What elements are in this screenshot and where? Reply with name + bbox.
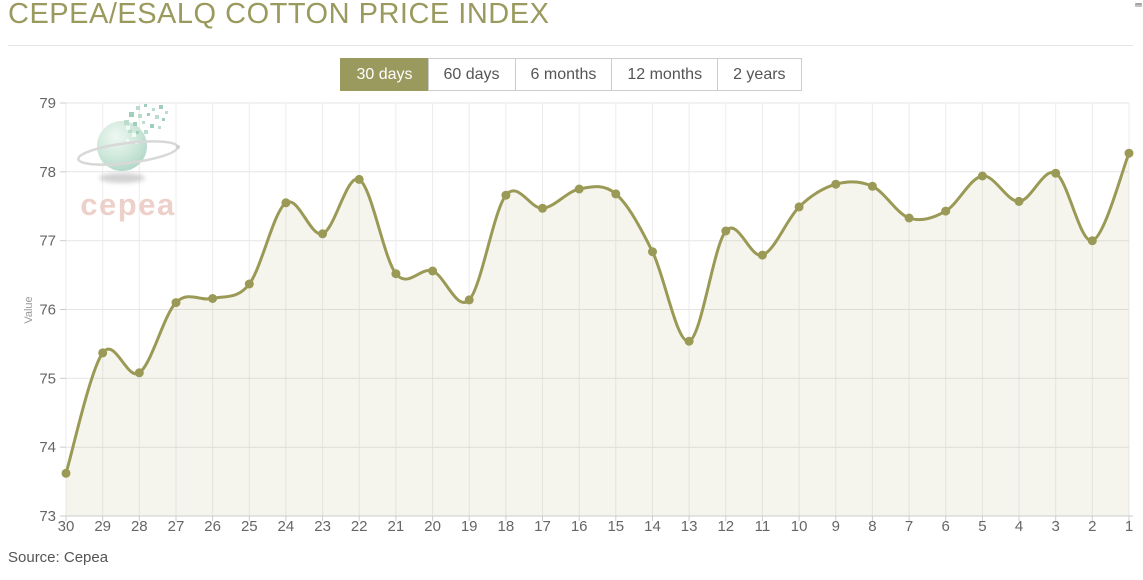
data-point-marker[interactable] <box>428 266 438 276</box>
data-point-marker[interactable] <box>684 336 694 346</box>
data-point-marker[interactable] <box>867 181 877 191</box>
data-point-marker[interactable] <box>391 269 401 279</box>
data-point-marker[interactable] <box>831 179 841 189</box>
data-point-marker[interactable] <box>281 198 291 208</box>
x-axis-label: 4 <box>1015 518 1023 535</box>
data-point-marker[interactable] <box>464 295 474 305</box>
data-point-marker[interactable] <box>904 213 914 223</box>
x-axis-label: 16 <box>571 518 588 535</box>
x-axis-label: 25 <box>241 518 258 535</box>
data-point-marker[interactable] <box>208 294 218 303</box>
data-point-marker[interactable] <box>244 279 254 289</box>
x-axis-label: 26 <box>204 518 221 535</box>
y-axis-label: 79 <box>39 95 56 112</box>
data-point-marker[interactable] <box>1014 196 1024 206</box>
data-point-marker[interactable] <box>171 298 181 308</box>
globe-icon <box>97 104 168 171</box>
title-divider <box>8 45 1133 46</box>
data-point-marker[interactable] <box>1051 168 1061 178</box>
x-axis-label: 17 <box>534 518 551 535</box>
page-title: CEPEA/ESALQ COTTON PRICE INDEX <box>8 0 550 30</box>
x-axis-label: 19 <box>461 518 478 535</box>
area-fill <box>66 153 1129 516</box>
source-note: Source: Cepea <box>8 549 109 566</box>
x-axis-label: 22 <box>351 518 368 535</box>
data-point-marker[interactable] <box>354 174 364 184</box>
corner-artifact <box>1135 1 1142 7</box>
globe-swoosh <box>77 140 180 166</box>
data-point-marker[interactable] <box>1087 236 1097 246</box>
cepea-logo-watermark: cepea <box>77 104 180 222</box>
tab-6-months[interactable]: 6 months <box>514 58 613 91</box>
data-point-marker[interactable] <box>977 171 987 181</box>
y-axis-label: 73 <box>39 508 56 525</box>
data-point-marker[interactable] <box>941 206 951 216</box>
data-point-marker[interactable] <box>134 368 144 378</box>
logo-text: cepea <box>80 187 175 222</box>
y-axis-label: 77 <box>39 233 56 250</box>
tab-12-months[interactable]: 12 months <box>611 58 719 91</box>
period-tabs: 30 days 60 days 6 months 12 months 2 yea… <box>0 58 1143 91</box>
x-axis-label: 30 <box>58 518 75 535</box>
x-axis-label: 27 <box>168 518 185 535</box>
tab-30-days[interactable]: 30 days <box>340 58 429 91</box>
x-axis-label: 10 <box>791 518 808 535</box>
x-axis-label: 5 <box>978 518 986 535</box>
x-axis-label: 1 <box>1125 518 1133 535</box>
data-point-marker[interactable] <box>611 189 621 199</box>
x-axis-label: 9 <box>832 518 840 535</box>
y-axis-label: 75 <box>39 370 56 387</box>
data-point-marker[interactable] <box>757 250 767 260</box>
x-axis-label: 2 <box>1088 518 1096 535</box>
x-axis-label: 23 <box>314 518 331 535</box>
data-point-marker[interactable] <box>1124 148 1134 158</box>
data-point-marker[interactable] <box>501 190 511 200</box>
globe-shadow <box>99 173 145 183</box>
x-axis-label: 18 <box>498 518 515 535</box>
data-point-marker[interactable] <box>98 348 108 358</box>
x-axis-label: 6 <box>942 518 950 535</box>
data-point-marker[interactable] <box>721 226 731 236</box>
data-point-marker[interactable] <box>61 468 71 478</box>
y-axis-label: 74 <box>39 439 56 456</box>
data-point-marker[interactable] <box>318 229 328 239</box>
x-axis-label: 12 <box>717 518 734 535</box>
x-axis-label: 11 <box>755 518 771 535</box>
x-axis-label: 3 <box>1052 518 1060 535</box>
x-axis-label: 15 <box>607 518 624 535</box>
tab-60-days[interactable]: 60 days <box>427 58 516 91</box>
x-axis-label: 14 <box>644 518 661 535</box>
y-axis-label: 76 <box>39 302 56 319</box>
tab-2-years[interactable]: 2 years <box>717 58 802 91</box>
x-axis-label: 28 <box>131 518 148 535</box>
x-axis-label: 29 <box>94 518 111 535</box>
data-point-marker[interactable] <box>794 202 804 212</box>
x-axis-label: 8 <box>868 518 876 535</box>
x-axis-label: 7 <box>905 518 913 535</box>
x-axis-label: 13 <box>681 518 698 535</box>
y-axis-title: Value <box>23 296 35 324</box>
data-point-marker[interactable] <box>648 247 657 257</box>
x-axis-label: 20 <box>424 518 441 535</box>
data-point-marker[interactable] <box>574 184 584 194</box>
x-axis-label: 21 <box>388 518 405 535</box>
x-axis-label: 24 <box>278 518 295 535</box>
data-point-marker[interactable] <box>538 203 547 213</box>
y-axis-label: 78 <box>39 164 56 181</box>
